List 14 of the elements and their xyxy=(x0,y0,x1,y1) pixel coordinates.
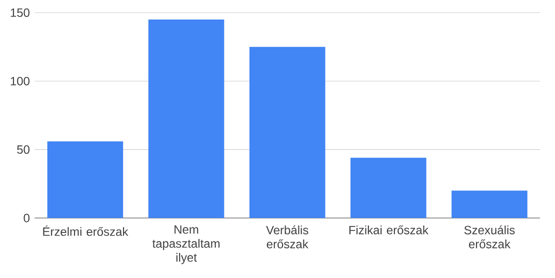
bar xyxy=(148,20,224,218)
y-tick-label: 150 xyxy=(10,8,30,17)
y-tick-label: 50 xyxy=(17,145,30,154)
x-tick-label: Érzelmi erőszak xyxy=(43,225,128,236)
x-tick-label: Verbális erőszak xyxy=(266,225,308,248)
x-tick-label: Fizikai erőszak xyxy=(349,225,428,234)
y-tick-label: 0 xyxy=(24,214,30,222)
x-tick-label: Nem tapasztaltam ilyet xyxy=(152,225,220,264)
x-tick-label: Szexuális erőszak xyxy=(464,225,515,248)
bar xyxy=(350,158,426,218)
bar xyxy=(249,46,326,218)
y-tick-label: 100 xyxy=(10,76,30,86)
bar xyxy=(47,141,124,218)
bar xyxy=(452,190,528,218)
